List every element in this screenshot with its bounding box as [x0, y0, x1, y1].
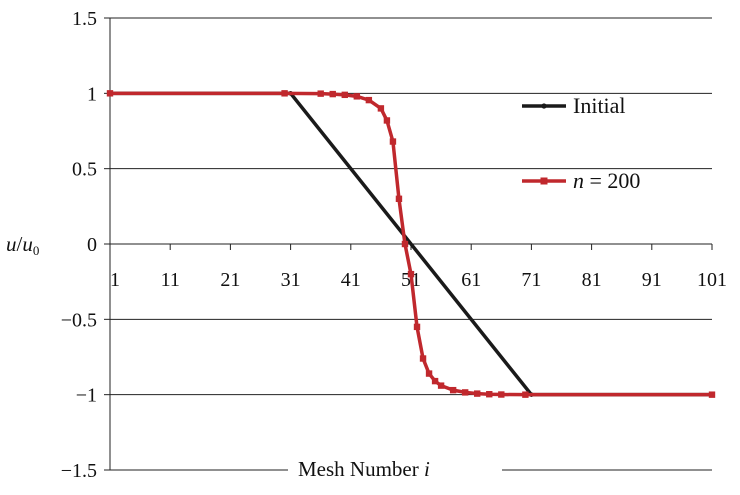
legend-label-n200-variable: n: [573, 168, 584, 193]
y-tick-label-6: −1.5: [61, 460, 97, 482]
series-1-point-12: [407, 270, 415, 278]
y-axis-title-numerator: u: [6, 232, 17, 256]
x-tick-label-7: 71: [521, 269, 541, 291]
series-1-point-5: [353, 93, 361, 100]
legend: Initial n = 200: [522, 93, 640, 193]
x-tick-label-6: 61: [461, 269, 481, 291]
series-1-point-21: [486, 391, 493, 398]
series-1-point-9: [389, 138, 397, 145]
series-1-point-15: [425, 370, 433, 377]
y-axis-title-subscript: 0: [33, 243, 40, 258]
series-1-point-19: [461, 389, 469, 396]
series-1-point-7: [377, 105, 385, 112]
series-layer: [106, 90, 716, 398]
x-axis-title-text: Mesh Number: [298, 457, 424, 481]
x-tick-label-8: 81: [582, 269, 602, 291]
x-tick-label-10: 101: [697, 269, 727, 291]
series-1-point-6: [365, 96, 373, 104]
x-tick-label-3: 31: [281, 269, 301, 291]
y-axis: 1.5 1 0.5 0 −0.5 −1 −1.5: [61, 8, 111, 482]
series-1-point-17: [437, 382, 445, 389]
series-1-point-2: [317, 90, 324, 97]
series-1-point-10: [395, 195, 403, 202]
x-tick-label-1: 11: [161, 269, 180, 291]
series-1-point-11: [401, 240, 409, 248]
x-axis-title-background: [288, 455, 502, 483]
series-1-point-13: [413, 323, 421, 331]
x-tick-label-2: 21: [220, 269, 240, 291]
series-1-point-22: [498, 391, 505, 398]
series-1-point-23: [522, 391, 529, 398]
y-tick-label-1: 1: [87, 83, 97, 105]
legend-label-n200-value: = 200: [584, 168, 640, 193]
series-1-point-24: [708, 391, 716, 398]
x-tick-label-0: 1: [110, 269, 120, 291]
x-axis-title: Mesh Number i: [298, 457, 430, 481]
y-tick-label-4: −0.5: [61, 309, 97, 331]
x-axis-title-variable: i: [424, 457, 430, 481]
y-tick-label-3: 0: [87, 234, 97, 256]
series-1-point-0: [106, 90, 114, 97]
y-axis-title-denominator: u: [22, 232, 33, 256]
series-1-point-3: [329, 90, 336, 98]
y-tick-label-5: −1: [76, 385, 97, 407]
series-1-point-1: [281, 90, 288, 97]
y-axis-title: u/u0: [6, 232, 39, 258]
legend-marker-n200: [540, 177, 548, 185]
x-tick-label-4: 41: [341, 269, 361, 291]
series-1-point-8: [383, 117, 391, 124]
y-tick-label-2: 0.5: [72, 159, 97, 181]
legend-label-n200: n = 200: [573, 168, 640, 193]
series-1-point-16: [431, 377, 439, 385]
y-tick-label-0: 1.5: [72, 8, 97, 30]
legend-item-initial: Initial: [522, 93, 626, 118]
series-1-point-20: [474, 390, 481, 397]
series-1-point-14: [419, 355, 427, 362]
legend-item-n200: n = 200: [522, 168, 640, 193]
series-1-point-18: [449, 386, 457, 394]
series-1: [106, 90, 716, 398]
y-axis-title-slash: /: [17, 232, 23, 256]
legend-label-initial: Initial: [573, 93, 626, 118]
x-axis: 1 11 21 31 41 51 61 71 81 91 101: [109, 243, 727, 291]
series-1-point-4: [341, 91, 348, 99]
legend-marker-initial: [541, 103, 547, 109]
x-tick-label-9: 91: [642, 269, 662, 291]
